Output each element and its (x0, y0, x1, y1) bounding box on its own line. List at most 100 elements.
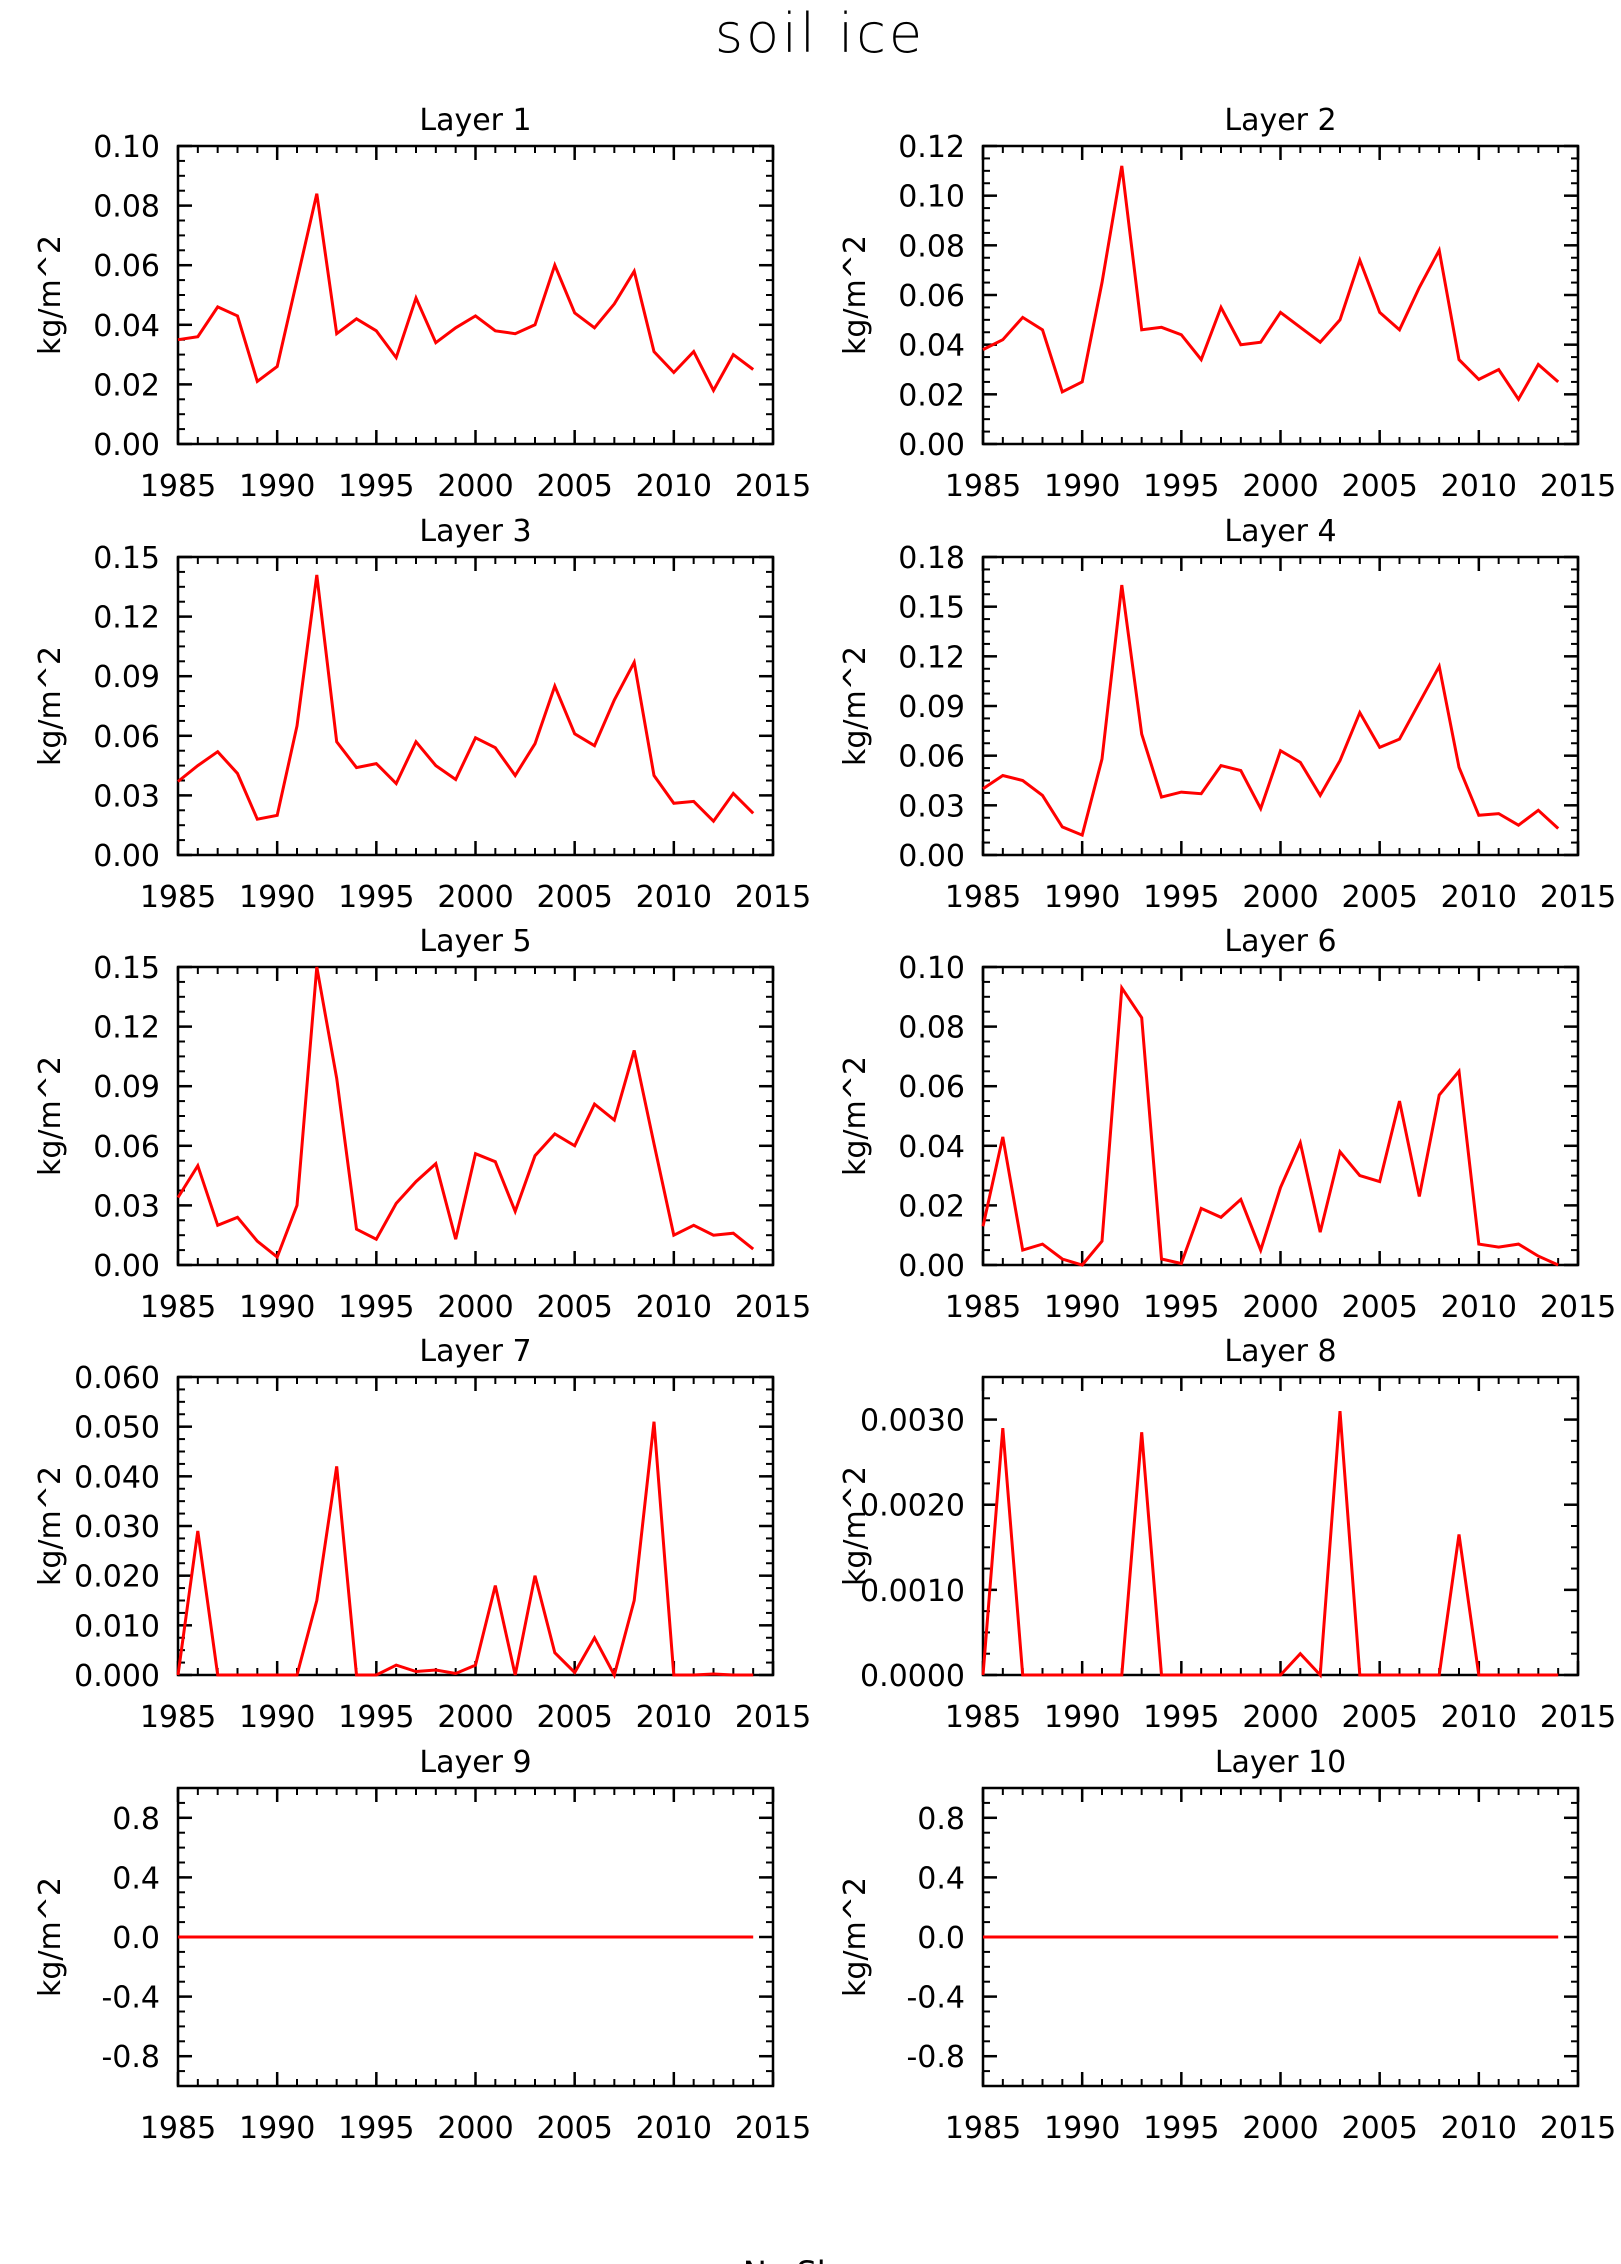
panel-title: Layer 1 (419, 103, 531, 138)
y-tick-label: 0.10 (898, 951, 965, 986)
x-tick-label: 1985 (140, 1290, 216, 1325)
y-tick-label: 0.4 (917, 1861, 965, 1896)
y-tick-label: 0.00 (93, 839, 160, 874)
series-line (176, 966, 755, 1260)
y-tick-label: -0.8 (101, 2040, 160, 2075)
x-tick-label: 2010 (1441, 2111, 1517, 2146)
y-tick-label: 0.03 (898, 789, 965, 824)
y-tick-label: 0.04 (898, 1130, 965, 1165)
y-tick-label: 0.0030 (860, 1404, 965, 1439)
x-tick-label: 2015 (735, 469, 811, 504)
x-tick-label: 1985 (945, 1290, 1021, 1325)
y-tick-label: 0.12 (93, 601, 160, 636)
y-tick-label: -0.8 (906, 2040, 965, 2075)
x-tick-label: 2015 (1540, 469, 1616, 504)
y-tick-label: 0.02 (93, 368, 160, 403)
x-tick-label: 1985 (945, 880, 1021, 915)
y-tick-label: 0.0010 (860, 1574, 965, 1609)
y-tick-label: 0.00 (898, 839, 965, 874)
y-tick-label: 0.050 (74, 1411, 160, 1446)
y-tick-label: 0.000 (74, 1659, 160, 1694)
y-tick-label: 0.02 (898, 378, 965, 413)
y-axis-label: kg/m^2 (33, 1056, 68, 1176)
y-tick-label: 0.06 (93, 1130, 160, 1165)
x-tick-label: 1990 (239, 469, 315, 504)
y-tick-label: 0.8 (112, 1802, 160, 1837)
x-tick-label: 2005 (536, 469, 612, 504)
y-tick-label: 0.08 (898, 1011, 965, 1046)
x-tick-label: 1990 (1044, 469, 1120, 504)
series-line (177, 574, 755, 824)
y-tick-label: 0.12 (93, 1011, 160, 1046)
y-tick-label: 0.040 (74, 1460, 160, 1495)
x-tick-label: 2000 (437, 469, 513, 504)
x-tick-label: 1995 (1143, 880, 1219, 915)
x-tick-label: 1985 (140, 1700, 216, 1735)
x-tick-label: 2000 (437, 1700, 513, 1735)
x-tick-label: 2000 (1242, 469, 1318, 504)
y-tick-label: 0.08 (93, 190, 160, 225)
x-tick-label: 1995 (1143, 469, 1219, 504)
chart-panel: Layer 1 kg/m^2 1985 1990 1995 2000 2005 2010 201… (33, 103, 811, 504)
x-tick-label: 2010 (1441, 1290, 1517, 1325)
figure-footer: No Sh (743, 2254, 837, 2264)
x-tick-label: 2000 (437, 2111, 513, 2146)
y-axis-label: kg/m^2 (33, 235, 68, 355)
series-line (982, 584, 1560, 838)
x-tick-label: 1990 (1044, 2111, 1120, 2146)
x-tick-label: 2010 (1441, 1700, 1517, 1735)
x-tick-label: 1990 (239, 1700, 315, 1735)
x-tick-label: 2010 (636, 880, 712, 915)
y-tick-label: 0.8 (917, 1802, 965, 1837)
x-tick-label: 1995 (1143, 1290, 1219, 1325)
x-tick-label: 2015 (1540, 1700, 1616, 1735)
y-tick-label: 0.15 (898, 591, 965, 626)
y-tick-label: 0.06 (898, 740, 965, 775)
x-tick-label: 2015 (735, 1700, 811, 1735)
x-tick-label: 2000 (1242, 1700, 1318, 1735)
y-tick-label: 0.010 (74, 1609, 160, 1644)
x-tick-label: 1985 (945, 469, 1021, 504)
y-tick-label: 0.04 (93, 309, 160, 344)
x-tick-label: 2015 (1540, 2111, 1616, 2146)
x-tick-label: 2005 (536, 880, 612, 915)
y-tick-label: 0.12 (898, 130, 965, 165)
x-tick-label: 2015 (735, 1290, 811, 1325)
x-tick-label: 2010 (1441, 469, 1517, 504)
x-tick-label: 1995 (338, 880, 414, 915)
x-tick-label: 2000 (437, 1290, 513, 1325)
y-axis-label: kg/m^2 (33, 646, 68, 766)
panel-title: Layer 3 (419, 514, 531, 549)
x-tick-label: 1985 (140, 2111, 216, 2146)
x-tick-label: 2005 (1341, 1290, 1417, 1325)
x-tick-label: 1990 (239, 1290, 315, 1325)
y-tick-label: 0.08 (898, 229, 965, 264)
chart-panel: Layer 9 kg/m^2 1985 1990 1995 2000 2005 2010 201… (33, 1745, 811, 2146)
x-tick-label: 2005 (1341, 469, 1417, 504)
y-tick-label: 0.06 (93, 249, 160, 284)
chart-panel: Layer 2 kg/m^2 1985 1990 1995 2000 2005 2010 201… (838, 103, 1616, 504)
chart-panel: Layer 3 kg/m^2 1985 1990 1995 2000 2005 2010 201… (33, 514, 811, 915)
x-tick-label: 2015 (735, 880, 811, 915)
x-tick-label: 2000 (437, 880, 513, 915)
y-tick-label: 0.030 (74, 1510, 160, 1545)
x-tick-label: 2005 (536, 1700, 612, 1735)
y-axis-label: kg/m^2 (33, 1877, 68, 1997)
y-axis-label: kg/m^2 (838, 1877, 873, 1997)
series-line (982, 165, 1560, 403)
y-tick-label: 0.00 (93, 1249, 160, 1284)
y-tick-label: 0.06 (898, 279, 965, 314)
x-tick-label: 2015 (735, 2111, 811, 2146)
y-tick-label: 0.06 (898, 1070, 965, 1105)
x-tick-label: 2010 (636, 2111, 712, 2146)
x-tick-label: 1990 (1044, 1700, 1120, 1735)
y-tick-label: 0.18 (898, 541, 965, 576)
series-line (981, 983, 1559, 1267)
y-tick-label: 0.02 (898, 1189, 965, 1224)
x-tick-label: 2010 (636, 469, 712, 504)
y-tick-label: 0.00 (898, 428, 965, 463)
chart-panel: Layer 6 kg/m^2 1985 1990 1995 2000 2005 2010 201… (838, 924, 1616, 1325)
x-tick-label: 1990 (239, 2111, 315, 2146)
x-tick-label: 2005 (536, 1290, 612, 1325)
